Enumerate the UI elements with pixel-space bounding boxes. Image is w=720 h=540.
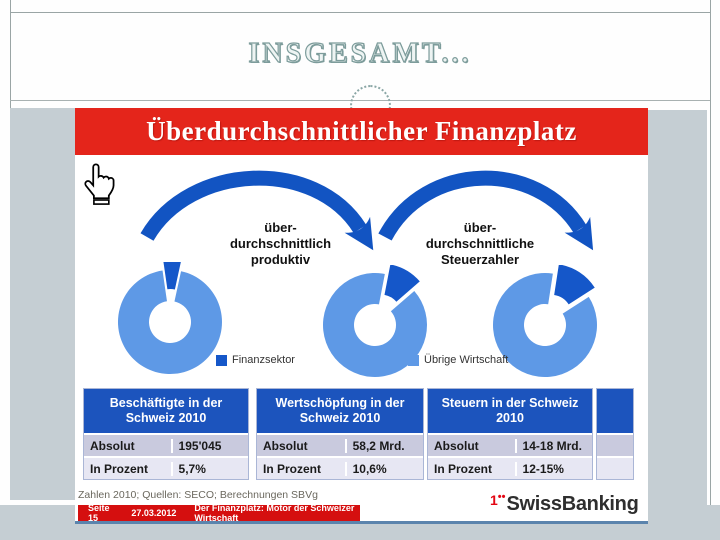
row-value: 12-15% — [522, 461, 564, 476]
slide-border-right — [710, 0, 711, 505]
row-value: 14-18 Mrd. — [522, 438, 582, 453]
table-beschaeftigte: Beschäftigte in der Schweiz 2010 Absolut… — [83, 388, 249, 480]
left-silver-band — [10, 108, 75, 500]
arrow-label-productive: über- durchschnittlich produktiv — [229, 220, 332, 267]
footer-presentation-title: Der Finanzplatz: Motor der Schweizer Wir… — [194, 503, 355, 523]
arrow-right-icon — [378, 170, 594, 251]
footer-date: 27.03.2012 — [131, 508, 177, 518]
logo-100-dots-icon: •• — [497, 491, 506, 503]
table-wertschoepfung: Wertschöpfung in der Schweiz 2010 Absolu… — [256, 388, 424, 480]
row-label: Absolut — [428, 438, 517, 453]
embedded-slide-image: Überdurchschnittlicher Finanzplatz über-… — [75, 108, 648, 524]
table-fragment-cropped — [596, 388, 634, 480]
table-row — [597, 458, 633, 479]
red-banner: Überdurchschnittlicher Finanzplatz — [75, 108, 648, 155]
legend-item-uebrige-wirtschaft: Übrige Wirtschaft — [408, 354, 508, 366]
arrow-label-taxpayer: über- durchschnittliche Steuerzahler — [425, 220, 535, 267]
image-bottom-border — [75, 521, 648, 524]
logo-100-prefix: 1 — [490, 492, 498, 508]
row-label: Absolut — [257, 438, 347, 453]
hand-cursor-icon — [84, 163, 115, 205]
row-value: 10,6% — [352, 461, 387, 476]
row-value: 5,7% — [178, 461, 206, 476]
slide-border-left — [10, 0, 11, 108]
table-steuern: Steuern in der Schweiz 2010 Absolut 14-1… — [427, 388, 593, 480]
table-row: Absolut 195'045 — [84, 435, 248, 456]
donut-chart-beschaeftigte — [117, 262, 222, 375]
table-header — [597, 389, 633, 433]
legend-label-finanzsektor: Finanzsektor — [232, 354, 295, 366]
table-row: Absolut 58,2 Mrd. — [257, 435, 423, 456]
table-row — [597, 435, 633, 456]
arrow-left-icon — [140, 170, 374, 251]
table-row: Absolut 14-18 Mrd. — [428, 435, 592, 456]
banner-title: Überdurchschnittlicher Finanzplatz — [146, 116, 577, 146]
donut-chart-wertschoepfung — [322, 265, 427, 377]
curved-arrows — [140, 170, 594, 251]
row-value: 195'045 — [178, 438, 222, 453]
table-header: Beschäftigte in der Schweiz 2010 — [84, 389, 248, 433]
donut-chart-steuern — [493, 265, 598, 378]
slide-footer-bar: Seite 15 27.03.2012 Der Finanzplatz: Mot… — [78, 503, 360, 523]
row-label: Absolut — [84, 438, 173, 453]
source-note: Zahlen 2010; Quellen: SECO; Berechnungen… — [78, 489, 318, 501]
table-row: In Prozent 10,6% — [257, 458, 423, 479]
table-row: In Prozent 12-15% — [428, 458, 592, 479]
legend-swatch-finanzsektor-icon — [216, 354, 227, 366]
table-row: In Prozent 5,7% — [84, 458, 248, 479]
swissbanking-logo: 1 •• SwissBanking — [490, 492, 639, 518]
footer-page-number: Seite 15 — [88, 503, 110, 523]
row-label: In Prozent — [84, 461, 173, 476]
legend-label-uebrige-wirtschaft: Übrige Wirtschaft — [424, 354, 509, 366]
logo-wordmark: SwissBanking — [506, 493, 639, 515]
row-value: 58,2 Mrd. — [352, 438, 405, 453]
table-header: Wertschöpfung in der Schweiz 2010 — [257, 389, 423, 433]
right-silver-band — [648, 110, 707, 505]
row-label: In Prozent — [428, 461, 517, 476]
legend-swatch-uebrige-wirtschaft-icon — [408, 354, 419, 366]
slide-border-top — [10, 12, 710, 13]
page-title: INSGESAMT... — [248, 37, 472, 69]
table-header: Steuern in der Schweiz 2010 — [428, 389, 592, 433]
row-label: In Prozent — [257, 461, 347, 476]
legend-item-finanzsektor: Finanzsektor — [216, 354, 295, 366]
